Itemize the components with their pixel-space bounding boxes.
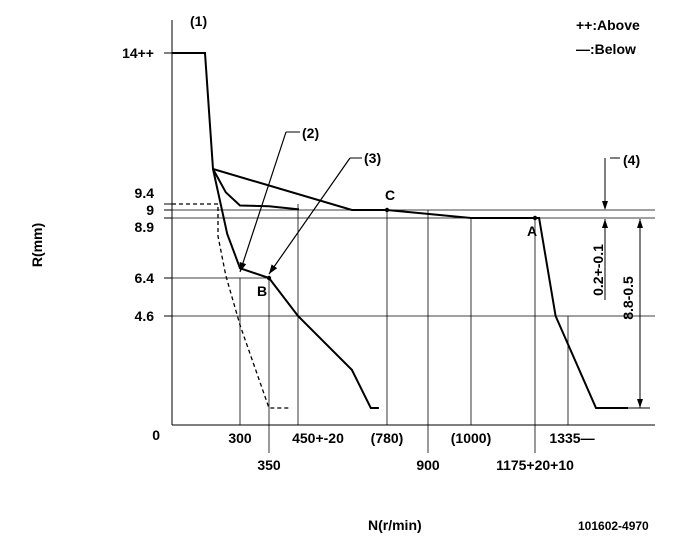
x-tick-label-1: 350 bbox=[257, 457, 281, 473]
dimension-1-head-bottom bbox=[637, 399, 643, 408]
point-label-B: B bbox=[257, 283, 267, 299]
point-marker-C bbox=[384, 207, 390, 213]
callout-3: (3) bbox=[364, 150, 381, 166]
x-axis-title: N(r/min) bbox=[368, 517, 422, 533]
callout-2-arrow-head bbox=[239, 262, 247, 272]
legend-above: ++:Above bbox=[576, 17, 640, 33]
x-tick-label-2: 450+-20 bbox=[292, 430, 344, 446]
y-tick-label-5: 9.4 bbox=[135, 185, 155, 201]
x-tick-label-3: (780) bbox=[371, 430, 404, 446]
series-line-lower-branch bbox=[212, 168, 379, 409]
point-marker-A bbox=[532, 215, 538, 221]
y-axis-title: R(mm) bbox=[29, 223, 45, 267]
x-tick-label-7: 1335— bbox=[549, 430, 594, 446]
chart-marks bbox=[239, 131, 650, 409]
series-line-main bbox=[172, 52, 628, 409]
x-tick-label-0: 300 bbox=[228, 430, 252, 446]
dimension-0-head-bottom bbox=[602, 219, 608, 228]
x-tick-label-5: (1000) bbox=[451, 430, 491, 446]
series-line-upper-branch bbox=[212, 168, 299, 211]
drawing-number: 101602-4970 bbox=[578, 519, 649, 533]
grid-lines bbox=[164, 20, 655, 453]
dimension-1-head-top bbox=[637, 219, 643, 228]
y-tick-label-1: 4.6 bbox=[135, 308, 155, 324]
point-marker-B bbox=[266, 275, 272, 281]
callout-2-arrow-shaft bbox=[239, 131, 287, 273]
point-label-C: C bbox=[385, 187, 395, 203]
point-label-A: A bbox=[527, 223, 537, 239]
callout-3-arrow-shaft bbox=[268, 157, 351, 275]
dimension-label-0: 0.2+-0.1 bbox=[590, 244, 606, 296]
y-tick-label-3: 8.9 bbox=[135, 219, 155, 235]
dimension-label-1: 8.8-0.5 bbox=[620, 276, 636, 320]
y-tick-label-6: 14++ bbox=[122, 45, 154, 61]
callout-4: (4) bbox=[623, 152, 640, 168]
callout-1: (1) bbox=[190, 13, 207, 29]
dimension-0-head-top bbox=[602, 201, 608, 210]
chart-series bbox=[172, 52, 628, 409]
y-tick-label-0: 0 bbox=[152, 427, 160, 443]
y-tick-label-4: 9 bbox=[146, 202, 154, 218]
callout-3-arrow-head bbox=[269, 264, 278, 274]
callout-2: (2) bbox=[302, 125, 319, 141]
x-tick-label-4: 900 bbox=[416, 457, 440, 473]
x-tick-label-6: 1175+20+10 bbox=[496, 457, 574, 473]
chart-texts: (1) (2) (3) (4) ++:Above —:Below N(r/min… bbox=[29, 13, 649, 533]
y-tick-label-2: 6.4 bbox=[135, 270, 155, 286]
series-line-dashed bbox=[172, 203, 290, 409]
legend-below: —:Below bbox=[576, 41, 636, 57]
